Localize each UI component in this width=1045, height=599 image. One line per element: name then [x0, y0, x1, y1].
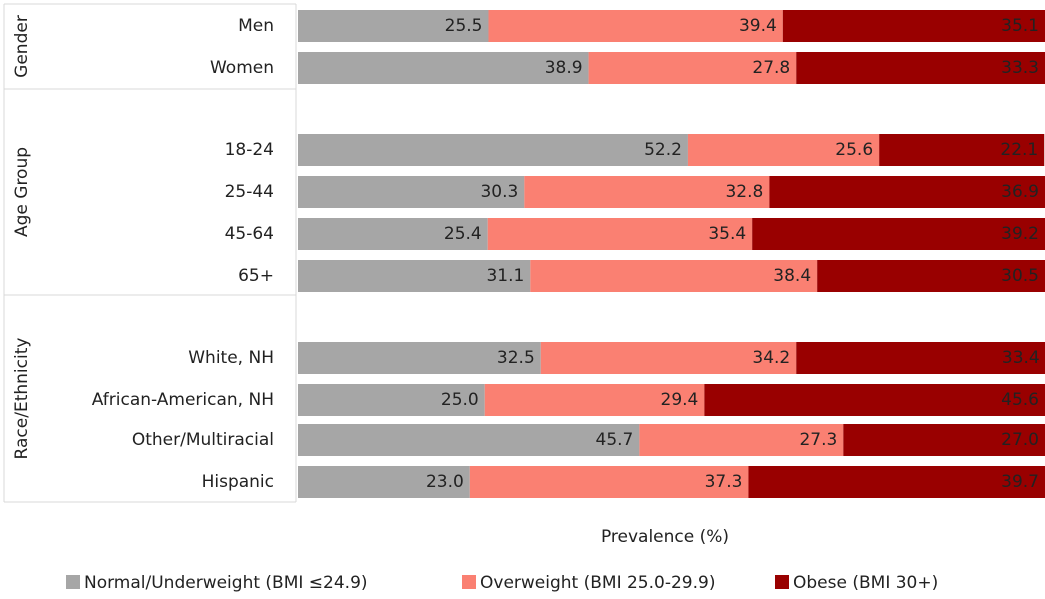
legend-swatch — [775, 575, 789, 589]
group-label: Race/Ethnicity — [12, 338, 32, 460]
bar-segment — [796, 52, 1045, 84]
data-label: 27.3 — [799, 430, 837, 450]
data-label: 36.9 — [1001, 182, 1039, 202]
bar-segment — [752, 218, 1045, 250]
category-label: 18-24 — [225, 140, 274, 160]
bar-segment — [298, 134, 688, 166]
bar-segment — [487, 218, 753, 250]
bar-segment — [298, 424, 640, 456]
data-label: 25.0 — [441, 390, 479, 410]
bar-segment — [488, 10, 783, 42]
data-label: 22.1 — [1000, 140, 1038, 160]
bar-segment — [530, 260, 818, 292]
bar-segment — [817, 260, 1045, 292]
data-label: 34.2 — [752, 348, 790, 368]
bar-segment — [298, 384, 485, 416]
category-label: 25-44 — [225, 182, 274, 202]
data-label: 25.4 — [444, 224, 482, 244]
group-separators — [3, 3, 297, 503]
data-label: 39.2 — [1001, 224, 1039, 244]
category-label: Men — [238, 16, 274, 36]
bar-segment — [298, 218, 488, 250]
group-labels: Gender Age Group Race/Ethnicity — [12, 15, 32, 459]
bar-segment — [298, 52, 589, 84]
data-label: 32.5 — [497, 348, 535, 368]
legend-swatch — [66, 575, 80, 589]
data-label: 27.0 — [1001, 430, 1039, 450]
category-label: Other/Multiracial — [132, 430, 274, 450]
bar-segment — [298, 176, 525, 208]
category-label: African-American, NH — [92, 390, 274, 410]
data-label: 39.7 — [1001, 472, 1039, 492]
data-label: 35.1 — [1001, 16, 1039, 36]
category-label: 65+ — [238, 266, 274, 286]
bar-segment — [298, 466, 470, 498]
data-label: 32.8 — [725, 182, 763, 202]
data-label: 38.4 — [773, 266, 811, 286]
data-label: 39.4 — [739, 16, 777, 36]
data-label: 35.4 — [708, 224, 746, 244]
data-label: 29.4 — [661, 390, 699, 410]
data-label: 33.4 — [1002, 348, 1040, 368]
group-label: Age Group — [12, 147, 32, 237]
bar-segment — [298, 10, 489, 42]
category-label: White, NH — [188, 348, 274, 368]
data-label: 25.6 — [835, 140, 873, 160]
group-label: Gender — [12, 15, 32, 78]
bar-segment — [704, 384, 1045, 416]
bars — [298, 10, 1045, 498]
category-label: Hispanic — [202, 472, 274, 492]
bar-segment — [639, 424, 844, 456]
data-label: 37.3 — [705, 472, 743, 492]
bar-segment — [469, 466, 749, 498]
data-label: 27.8 — [752, 58, 790, 78]
data-label: 52.2 — [644, 140, 682, 160]
data-label: 33.3 — [1001, 58, 1039, 78]
bar-segment — [298, 260, 531, 292]
data-label: 45.7 — [596, 430, 634, 450]
bar-segment — [879, 134, 1045, 166]
bar-segment — [524, 176, 770, 208]
data-label: 30.5 — [1001, 266, 1039, 286]
data-label: 31.1 — [486, 266, 524, 286]
bar-segment — [298, 342, 541, 374]
data-label: 38.9 — [545, 58, 583, 78]
bar-segment — [540, 342, 797, 374]
legend-label: Overweight (BMI 25.0-29.9) — [480, 573, 715, 593]
bar-segment — [796, 342, 1045, 374]
category-label: Women — [210, 58, 274, 78]
data-label: 25.5 — [445, 16, 483, 36]
x-axis-title: Prevalence (%) — [601, 527, 729, 547]
category-label: 45-64 — [225, 224, 274, 244]
bar-segment — [843, 424, 1045, 456]
legend-label: Obese (BMI 30+) — [793, 573, 938, 593]
data-label: 45.6 — [1001, 390, 1039, 410]
category-labels: Men Women 18-24 25-44 45-64 65+ White, NH Afric… — [92, 16, 274, 492]
legend: Normal/Underweight (BMI ≤24.9) Overweight… — [66, 573, 938, 593]
bar-segment — [782, 10, 1045, 42]
data-label: 30.3 — [480, 182, 518, 202]
bar-segment — [687, 134, 880, 166]
data-label: 23.0 — [426, 472, 464, 492]
value-labels: 25.5 39.4 35.1 38.9 27.8 33.3 52.2 25.6 22.1 30.3… — [426, 16, 1040, 492]
bar-segment — [484, 384, 705, 416]
bar-segment — [588, 52, 797, 84]
legend-swatch — [462, 575, 476, 589]
bar-segment — [748, 466, 1045, 498]
legend-label: Normal/Underweight (BMI ≤24.9) — [84, 573, 368, 593]
bar-segment — [769, 176, 1045, 208]
